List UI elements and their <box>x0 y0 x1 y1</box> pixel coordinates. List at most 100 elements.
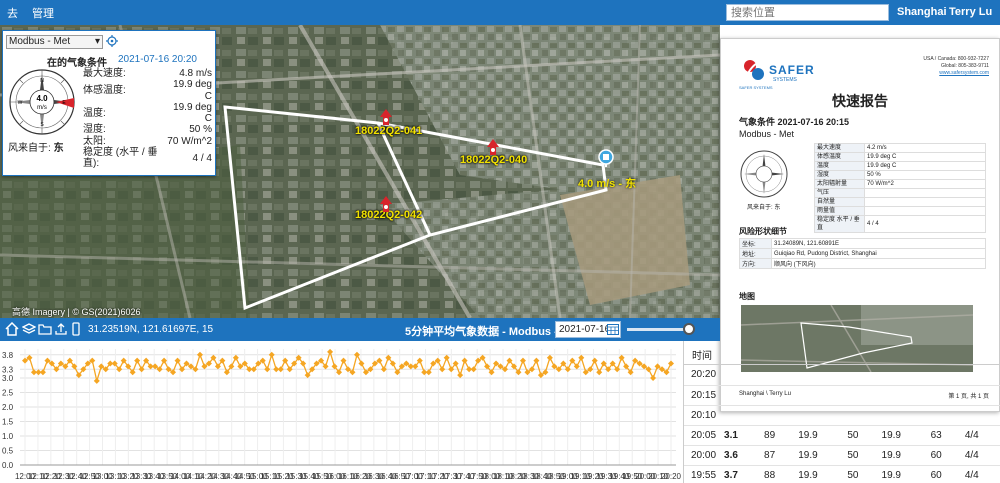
x-tick-label: 12:50 <box>80 472 101 481</box>
report-values-table: 最大速度 4.2 m/s 体感温度 19.9 deg C 温度 19.9 deg C 湿度 5… <box>814 143 986 233</box>
data-table-panel: 时间 20:20 20:15 20:10 20:05 3.1 89 19.9 50 19.9 63… <box>683 341 1000 483</box>
data-point <box>116 366 123 373</box>
table-cell-temp <box>794 405 844 426</box>
x-tick-label: 17:00 <box>403 472 424 481</box>
x-tick-label: 13:00 <box>93 472 114 481</box>
quick-report-panel: SAFER SYSTEMS SAFER SYSTEMS USA / Canada… <box>720 38 1000 412</box>
x-tick-label: 13:30 <box>131 472 152 481</box>
report-row: 气压 <box>814 188 986 198</box>
x-tick-label: 18:00 <box>480 472 501 481</box>
website-link[interactable]: www.safersystem.com <box>939 70 989 76</box>
data-point <box>309 366 316 373</box>
table-row[interactable]: 19:55 3.7 88 19.9 50 19.9 60 4/4 <box>684 465 1000 483</box>
table-cell-dir <box>760 385 795 406</box>
data-point <box>201 363 208 370</box>
data-point <box>66 357 73 364</box>
data-point <box>650 375 657 381</box>
data-point <box>214 363 221 370</box>
time-slider-handle[interactable] <box>683 323 695 335</box>
table-row[interactable]: 20:20 <box>684 365 1000 386</box>
x-tick-label: 15:00 <box>248 472 269 481</box>
y-tick-label: 3.0 <box>2 374 14 383</box>
data-point <box>596 369 603 376</box>
x-tick-label: 18:20 <box>506 472 527 481</box>
menu-manage[interactable]: 管理 <box>32 7 54 20</box>
layers-icon[interactable] <box>22 322 36 336</box>
data-point <box>497 363 504 370</box>
report-row-label: 气压 <box>814 188 865 198</box>
x-tick-label: 16:00 <box>325 472 346 481</box>
time-slider-track[interactable] <box>627 328 689 331</box>
x-tick-label: 13:40 <box>144 472 165 481</box>
table-row[interactable]: 20:05 3.1 89 19.9 50 19.9 63 4/4 <box>684 425 1000 446</box>
table-cell-sun <box>926 405 961 426</box>
data-point <box>183 360 190 367</box>
data-point <box>358 360 365 367</box>
sensor-marker-icon[interactable] <box>380 109 392 125</box>
weather-station-icon[interactable] <box>598 149 614 167</box>
folder-icon[interactable] <box>38 322 52 336</box>
table-cell-stab <box>960 385 1000 406</box>
report-row-value <box>864 188 986 198</box>
data-point <box>475 357 482 364</box>
geo-row-value: 顺风向 (下风向) <box>771 258 986 269</box>
x-tick-label: 14:00 <box>170 472 191 481</box>
table-cell-hum <box>843 385 878 406</box>
chevron-down-icon: ▾ <box>94 36 100 47</box>
weather-row: 最大速度: 4.8 m/s <box>81 68 216 79</box>
search-location-input[interactable] <box>726 4 889 21</box>
data-point <box>430 360 437 367</box>
table-cell-time: 20:20 <box>684 365 721 386</box>
current-weather-panel: Modbus - Met ▾ 在的气象条件 2021-07-16 20:20 4… <box>2 30 216 176</box>
data-point <box>623 363 630 370</box>
table-cell-feel: 19.9 <box>877 425 927 446</box>
data-point <box>255 360 262 367</box>
compass-north-label: N <box>40 78 44 84</box>
data-point <box>493 360 500 367</box>
data-point <box>362 369 369 376</box>
table-row[interactable]: 20:10 <box>684 405 1000 426</box>
upload-icon[interactable] <box>54 322 68 336</box>
chart-toolbar: 31.23519N, 121.61697E, 15 5分钟平均气象数据 - Mo… <box>0 318 720 341</box>
weather-row: 太阳: 70 W/m^2 <box>81 136 216 147</box>
row-value: 4 / 4 <box>192 152 212 164</box>
date-picker-input[interactable]: 2021-07-16 <box>555 321 621 338</box>
data-point <box>439 366 446 373</box>
data-point <box>313 360 320 367</box>
data-point <box>542 369 549 376</box>
user-menu[interactable]: Terry Lu <box>949 6 993 18</box>
data-point <box>80 366 87 373</box>
location-link[interactable]: Shanghai <box>897 6 947 18</box>
calendar-icon[interactable] <box>607 323 619 335</box>
data-point <box>259 357 266 364</box>
report-map-title: 地图 <box>739 292 755 301</box>
safer-logo <box>744 60 764 80</box>
station-select[interactable]: Modbus - Met ▾ <box>6 35 103 49</box>
sensor-marker-icon[interactable] <box>380 196 392 212</box>
weather-values-table: 最大速度: 4.8 m/s 体感温度: 19.9 deg C 温度: 19.9 deg… <box>81 68 216 170</box>
geo-row-value: Guiqiao Rd, Pudong District, Shanghai <box>771 248 986 259</box>
table-cell-sun: 60 <box>926 465 961 483</box>
report-row-label: 湿度 <box>814 170 865 180</box>
locate-target-icon[interactable] <box>106 35 118 47</box>
wind-from-value: 东 <box>53 143 64 154</box>
geo-row-label: 方向: <box>739 258 772 269</box>
x-tick-label: 17:40 <box>454 472 475 481</box>
brand-name: SAFER <box>769 63 815 77</box>
data-point <box>277 366 284 373</box>
map-attribution: 高德 Imagery | © GS(2021)6026 <box>12 307 141 317</box>
data-point <box>107 360 114 367</box>
data-point <box>143 357 150 364</box>
table-row[interactable]: 20:15 <box>684 385 1000 406</box>
table-cell-temp <box>794 365 844 386</box>
data-point <box>618 354 625 361</box>
menu-go[interactable]: 去 <box>7 7 18 20</box>
home-icon[interactable] <box>5 322 19 336</box>
x-tick-label: 18:30 <box>519 472 540 481</box>
sensor-marker-icon[interactable] <box>487 139 499 155</box>
table-row[interactable]: 20:00 3.6 87 19.9 50 19.9 60 4/4 <box>684 445 1000 466</box>
data-point <box>587 366 594 373</box>
y-tick-label: 2.5 <box>2 389 14 398</box>
device-icon[interactable] <box>69 322 83 336</box>
data-point <box>161 357 168 364</box>
